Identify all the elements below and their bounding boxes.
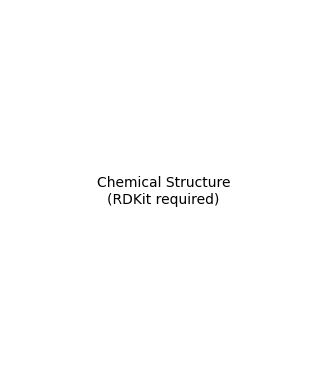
Text: Chemical Structure
(RDKit required): Chemical Structure (RDKit required) (97, 177, 230, 206)
